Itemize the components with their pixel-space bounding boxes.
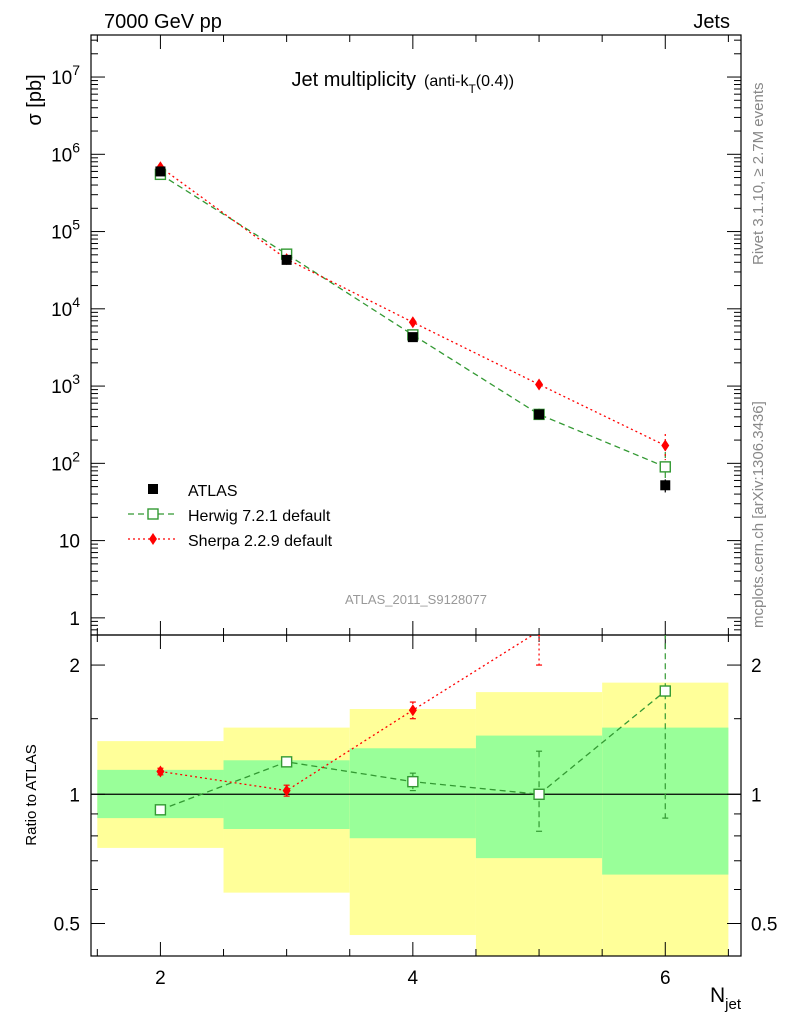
main-y-tick-base: 10 — [51, 300, 72, 321]
x-tick-label: 6 — [660, 968, 671, 989]
ratio-data-point — [282, 784, 291, 797]
legend-label: ATLAS — [188, 483, 238, 500]
main-data-point — [281, 254, 292, 265]
main-y-tick-label: 105 — [51, 217, 80, 244]
main-data-point — [407, 332, 418, 343]
title-algorithm-head: (anti-k — [424, 73, 469, 90]
ratio-y-tick-label-right: 2 — [751, 656, 762, 677]
main-y-tick-exponent: 5 — [72, 217, 80, 233]
main-series-line — [160, 173, 666, 468]
ratio-series-group — [154, 566, 671, 832]
main-y-tick-label: 1 — [69, 609, 80, 630]
main-y-tick-base: 10 — [51, 223, 72, 244]
ratio-data-point — [659, 685, 671, 697]
main-y-tick-exponent: 2 — [72, 448, 80, 464]
x-tick-label: 2 — [155, 968, 166, 989]
ratio-data-point — [533, 788, 545, 800]
uncertainty-band-inner — [349, 748, 476, 839]
ratio-y-tick-label-left: 1 — [69, 785, 80, 806]
ratio-y-tick-label-right: 1 — [751, 785, 762, 806]
main-y-tick-label: 103 — [51, 371, 80, 398]
main-y-tick-base: 1 — [69, 609, 80, 630]
main-data-point — [155, 166, 166, 177]
legend-marker — [149, 533, 157, 545]
rivet-version-label: Rivet 3.1.10, ≥ 2.7M events — [750, 83, 767, 266]
ratio-y-tick-label-left: 2 — [69, 656, 80, 677]
main-y-tick-exponent: 4 — [72, 294, 80, 310]
ratio-data-point — [280, 756, 293, 768]
main-y-tick-exponent: 3 — [72, 371, 80, 387]
ratio-data-point — [154, 804, 167, 816]
main-y-axis-label: σ [pb] — [24, 74, 46, 125]
ratio-series-line — [160, 635, 535, 792]
main-series-line — [160, 166, 666, 447]
main-data-point — [659, 461, 671, 473]
main-y-tick-exponent: 6 — [72, 139, 80, 155]
main-data-point — [661, 439, 670, 452]
ratio-data-point — [661, 566, 669, 578]
main-y-tick-base: 10 — [59, 532, 80, 553]
x-axis-label-main: N — [710, 984, 725, 1007]
ratio-plot-frame — [90, 634, 742, 957]
x-axis-label-sub: jet — [724, 996, 742, 1013]
uncertainty-band-inner — [602, 727, 729, 875]
ratio-y-tick-label-right: 0.5 — [751, 914, 777, 935]
legend: ATLAS Herwig 7.2.1 default Sherpa 2.2.9 de… — [128, 483, 333, 550]
main-data-point — [535, 378, 544, 391]
main-title: Jet multiplicity — [292, 69, 416, 91]
header-left: 7000 GeV pp — [104, 11, 222, 33]
ratio-data-point — [408, 704, 417, 717]
main-y-tick-label: 107 — [51, 62, 80, 89]
ratio-data-point — [537, 635, 541, 638]
title-algorithm-tail: (0.4)) — [476, 73, 514, 90]
main-data-point — [408, 316, 417, 329]
analysis-watermark: ATLAS_2011_S9128077 — [345, 592, 487, 607]
main-y-tick-label: 102 — [51, 448, 80, 475]
ratio-y-tick-label-left: 0.5 — [54, 914, 80, 935]
ratio-data-point — [156, 765, 165, 778]
title-algorithm-sub: T — [468, 82, 476, 96]
main-y-tick-exponent: 7 — [72, 62, 80, 78]
ratio-data-point — [407, 775, 419, 788]
main-data-point — [534, 409, 545, 420]
x-axis-label: Njet — [710, 984, 742, 1013]
legend-label: Herwig 7.2.1 default — [188, 508, 331, 525]
x-tick-label: 4 — [408, 968, 419, 989]
main-y-tick-base: 10 — [51, 454, 72, 475]
main-y-tick-base: 10 — [51, 377, 72, 398]
mcplots-label: mcplots.cern.ch [arXiv:1306.3436] — [750, 401, 767, 628]
legend-label: Sherpa 2.2.9 default — [188, 533, 333, 550]
main-y-tick-label: 10 — [59, 532, 80, 553]
main-title-algorithm: (anti-kT(0.4)) — [424, 73, 514, 96]
legend-marker — [148, 484, 158, 494]
main-y-tick-label: 106 — [51, 139, 80, 166]
ratio-panel: 0.5 0.5 1 1 2 2 2 4 6 Ratio to ATLAS Njet — [23, 566, 777, 1013]
ratio-y-axis-label: Ratio to ATLAS — [23, 744, 40, 845]
main-y-tick-base: 10 — [51, 145, 72, 166]
header-right: Jets — [693, 11, 730, 33]
main-y-tick-base: 10 — [51, 68, 72, 89]
legend-marker — [147, 508, 159, 520]
main-data-point — [660, 480, 671, 491]
main-y-tick-label: 104 — [51, 294, 80, 321]
